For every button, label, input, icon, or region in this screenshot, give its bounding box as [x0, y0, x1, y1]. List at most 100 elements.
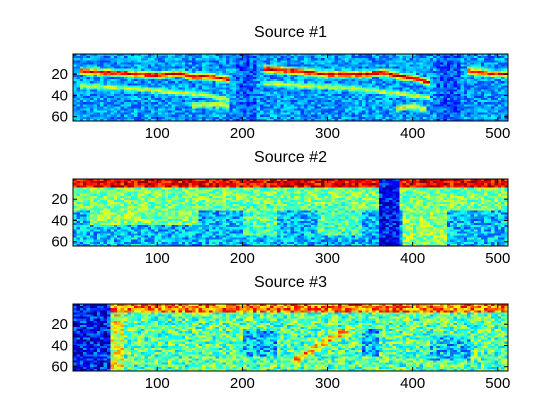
heatmap-cell: [497, 93, 502, 97]
heatmap-cell: [147, 85, 152, 88]
heatmap-cell: [351, 70, 356, 74]
heatmap-cell: [276, 72, 281, 76]
heatmap-cell: [73, 97, 77, 101]
heatmap-cell: [317, 77, 322, 80]
heatmap-cell: [283, 58, 288, 61]
heatmap-cell: [327, 83, 332, 86]
heatmap-cell: [208, 54, 213, 57]
heatmap-cell: [83, 68, 87, 72]
heatmap-cell: [242, 79, 247, 82]
heatmap-cell: [242, 70, 247, 74]
heatmap-cell: [348, 66, 353, 70]
heatmap-cell: [385, 56, 390, 59]
heatmap-cell: [484, 74, 489, 78]
heatmap-cell: [406, 74, 410, 78]
heatmap-cell: [443, 72, 448, 76]
heatmap-cell: [236, 60, 240, 63]
heatmap-cell: [276, 68, 281, 72]
heatmap-cell: [232, 85, 237, 88]
heatmap-cell: [174, 77, 179, 80]
heatmap-cell: [365, 77, 370, 80]
heatmap-cell: [86, 79, 91, 82]
heatmap-cell: [212, 77, 217, 80]
heatmap-cell: [89, 70, 94, 74]
heatmap-cell: [392, 60, 397, 63]
heatmap-cell: [372, 64, 376, 67]
heatmap-cell: [270, 79, 274, 82]
heatmap-cell: [372, 93, 376, 97]
heatmap-cell: [358, 72, 363, 76]
heatmap-cell: [375, 95, 380, 99]
heatmap-cell: [256, 85, 261, 88]
heatmap-cell: [419, 72, 424, 76]
heatmap-cell: [147, 97, 152, 101]
heatmap-cell: [79, 68, 84, 72]
heatmap-cell: [232, 89, 237, 93]
heatmap-cell: [446, 64, 451, 67]
heatmap-cell: [239, 93, 244, 97]
heatmap-cell: [433, 62, 438, 65]
heatmap-cell: [178, 56, 183, 59]
heatmap-cell: [161, 89, 166, 93]
heatmap-cell: [83, 58, 87, 61]
heatmap-cell: [321, 81, 325, 84]
heatmap-cell: [480, 74, 485, 78]
heatmap-cell: [504, 95, 509, 99]
heatmap-cell: [355, 95, 359, 99]
heatmap-cell: [361, 68, 366, 72]
heatmap-cell: [239, 91, 244, 95]
heatmap-cell: [341, 58, 346, 61]
heatmap-cell: [263, 81, 268, 84]
heatmap-cell: [83, 54, 87, 57]
heatmap-cell: [399, 56, 404, 59]
heatmap-cell: [86, 62, 91, 65]
heatmap-cell: [392, 81, 397, 84]
heatmap-cell: [351, 77, 356, 80]
heatmap-cell: [259, 79, 264, 82]
heatmap-cell: [225, 95, 230, 99]
heatmap-cell: [276, 85, 281, 88]
heatmap-cell: [239, 77, 244, 80]
heatmap-cell: [198, 64, 203, 67]
heatmap-cell: [178, 81, 183, 84]
heatmap-cell: [494, 79, 499, 82]
heatmap-cell: [140, 62, 145, 65]
heatmap-cell: [222, 87, 227, 90]
heatmap-cell: [317, 64, 322, 67]
heatmap-cell: [457, 79, 461, 82]
heatmap-cell: [174, 68, 179, 72]
heatmap-cell: [310, 60, 315, 63]
heatmap-cell: [191, 95, 196, 99]
heatmap-cell: [259, 62, 264, 65]
heatmap-cell: [293, 70, 298, 74]
heatmap-cell: [361, 62, 366, 65]
heatmap-cell: [300, 56, 305, 59]
heatmap-cell: [154, 66, 159, 70]
heatmap-cell: [276, 79, 281, 82]
heatmap-cell: [440, 81, 444, 84]
heatmap-cell: [310, 79, 315, 82]
heatmap-cell: [259, 74, 264, 78]
heatmap-cell: [314, 72, 319, 76]
heatmap-cell: [470, 91, 475, 95]
heatmap-cell: [324, 58, 329, 61]
heatmap-cell: [467, 77, 472, 80]
heatmap-cell: [365, 70, 370, 74]
heatmap-cell: [181, 64, 186, 67]
heatmap-cell: [436, 70, 441, 74]
heatmap-cell: [212, 74, 217, 78]
heatmap-cell: [358, 56, 363, 59]
heatmap-cell: [86, 68, 91, 72]
heatmap-cell: [232, 83, 237, 86]
heatmap-cell: [283, 68, 288, 72]
heatmap-cell: [89, 95, 94, 99]
heatmap-cell: [290, 79, 295, 82]
heatmap-cell: [406, 89, 410, 93]
heatmap-cell: [106, 56, 111, 59]
heatmap-cell: [474, 60, 478, 63]
heatmap-cell: [423, 79, 427, 82]
heatmap-cell: [212, 85, 217, 88]
heatmap-cell: [144, 91, 149, 95]
heatmap-cell: [426, 91, 431, 95]
